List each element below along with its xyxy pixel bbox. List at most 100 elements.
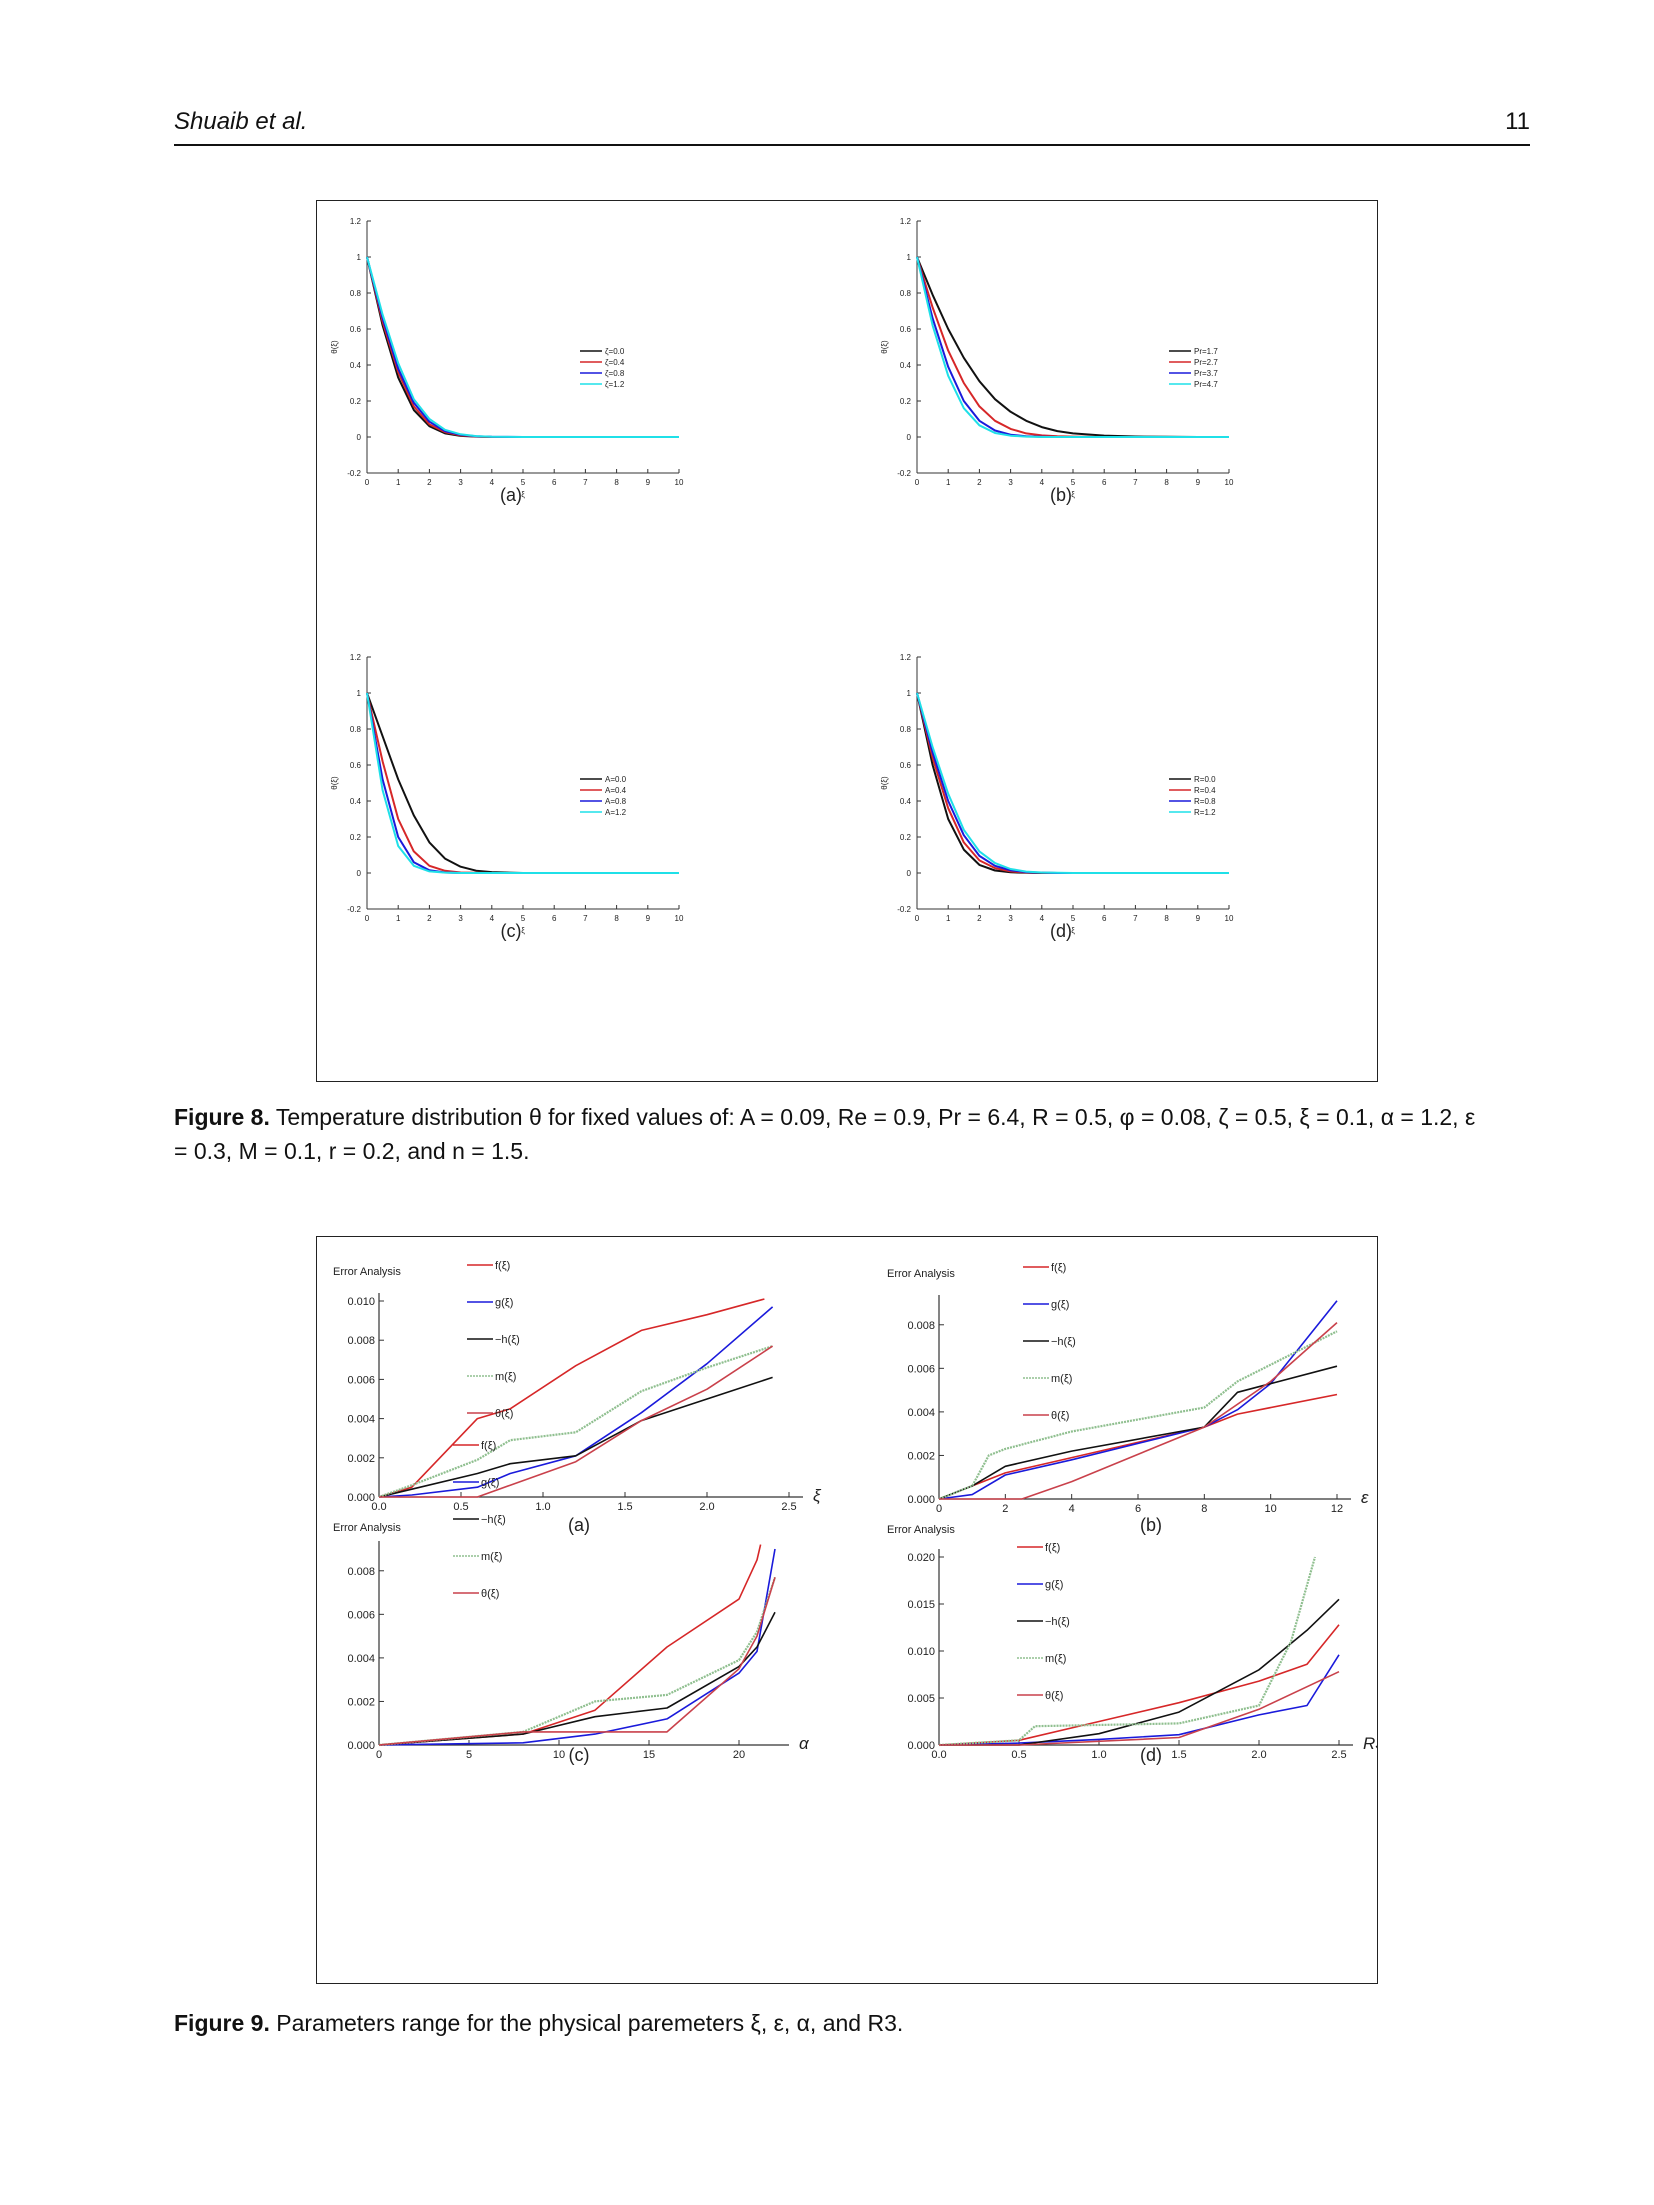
- page-header: Shuaib et al. 11: [174, 106, 1530, 146]
- series-line: [916, 692, 1229, 874]
- x-tick-label: 8: [1201, 1503, 1207, 1515]
- y-tick-label: 0.006: [347, 1374, 375, 1386]
- panel-label: (d): [1050, 921, 1072, 941]
- x-axis-label: R3: [1363, 1734, 1377, 1753]
- x-tick-label: 7: [583, 478, 588, 487]
- series-line: [938, 1300, 1338, 1500]
- x-tick-label: 4: [1040, 914, 1045, 923]
- y-tick-label: 0.004: [347, 1653, 375, 1665]
- legend-entry: ζ=0.4: [605, 358, 625, 367]
- y-tick-label: 0.002: [347, 1453, 375, 1465]
- y-tick-label: 1.2: [900, 217, 912, 226]
- panel-label: (c): [501, 921, 522, 941]
- y-tick-label: 0.6: [900, 761, 912, 770]
- y-tick-label: 0.000: [347, 1492, 375, 1504]
- legend-entry: Pr=1.7: [1194, 347, 1218, 356]
- y-tick-label: 0: [907, 433, 912, 442]
- legend-entry: A=1.2: [605, 808, 627, 817]
- legend-entry: ζ=1.2: [605, 380, 625, 389]
- x-tick-label: 1.0: [1091, 1749, 1106, 1761]
- y-tick-label: 0.2: [900, 397, 912, 406]
- series-line: [378, 1576, 777, 1747]
- legend-entry: f(ξ): [495, 1260, 510, 1272]
- legend-entry: −h(ξ): [481, 1514, 506, 1526]
- series-line: [916, 256, 1229, 438]
- x-tick-label: 10: [1225, 914, 1234, 923]
- y-tick-label: 1: [357, 253, 362, 262]
- legend-entry: θ(ξ): [1045, 1690, 1063, 1702]
- x-tick-label: 7: [1133, 478, 1138, 487]
- legend-entry: ζ=0.0: [605, 347, 625, 356]
- y-axis-title: Error Analysis: [333, 1522, 401, 1534]
- legend-entry: −h(ξ): [495, 1334, 520, 1346]
- y-tick-label: 0.2: [350, 397, 362, 406]
- x-axis-label: α: [799, 1734, 810, 1753]
- x-tick-label: 6: [1135, 1503, 1141, 1515]
- x-tick-label: 4: [490, 478, 495, 487]
- legend-entry: g(ξ): [495, 1297, 513, 1309]
- x-tick-label: 2: [1002, 1503, 1008, 1515]
- panel-label: (c): [569, 1745, 590, 1765]
- series-line: [916, 256, 1229, 438]
- fig9-chart-3: 0.000 0.005 0.010 0.015 0.020 0.0 0.5 1.0 1.5 2.0…: [887, 1524, 1385, 1765]
- running-author: Shuaib et al.: [174, 108, 308, 135]
- legend-entry: m(ξ): [481, 1551, 502, 1563]
- x-tick-label: 8: [614, 478, 619, 487]
- y-tick-label: 1.2: [350, 653, 362, 662]
- legend-entry: A=0.8: [605, 797, 627, 806]
- legend-entry: R=0.4: [1194, 786, 1216, 795]
- y-tick-label: 0.004: [347, 1414, 375, 1426]
- series-line: [938, 1330, 1338, 1501]
- figure-8-caption: Figure 8. Temperature distribution θ for…: [174, 1100, 1484, 1168]
- series-line: [916, 692, 1229, 874]
- fig8-chart-0: -0.2 0 0.2 0.4 0.6 0.8 1 1.2 0 1 2 3 4 5 6 7 8 9 10 ξ θ(ξ) ζ=…: [330, 217, 684, 505]
- x-tick-label: 10: [553, 1749, 565, 1761]
- y-tick-label: 0.4: [350, 361, 362, 370]
- y-tick-label: 1: [357, 689, 362, 698]
- y-tick-label: 0.006: [907, 1363, 935, 1375]
- x-tick-label: 3: [1008, 914, 1013, 923]
- x-tick-label: 4: [1040, 478, 1045, 487]
- x-axis-label: ε: [1361, 1488, 1369, 1507]
- figure-8: -0.2 0 0.2 0.4 0.6 0.8 1 1.2 0 1 2 3 4 5 6 7 8 9 10 ξ θ(ξ) ζ=…: [316, 200, 1378, 1082]
- x-tick-label: 20: [733, 1749, 745, 1761]
- y-tick-label: 0.020: [907, 1552, 935, 1564]
- x-tick-label: 12: [1331, 1503, 1343, 1515]
- x-tick-label: 0.5: [453, 1501, 468, 1513]
- series-line: [366, 256, 679, 438]
- x-tick-label: 2: [427, 914, 432, 923]
- y-tick-label: 0.005: [907, 1693, 935, 1705]
- x-tick-label: 2.5: [1331, 1749, 1346, 1761]
- x-tick-label: 2.5: [781, 1501, 796, 1513]
- series-line: [378, 1548, 776, 1746]
- y-tick-label: 0.004: [907, 1407, 935, 1419]
- x-tick-label: 8: [1164, 478, 1169, 487]
- x-axis-label: ξ: [521, 490, 525, 499]
- x-tick-label: 10: [1265, 1503, 1277, 1515]
- x-tick-label: 2: [427, 478, 432, 487]
- y-tick-label: 0.010: [907, 1646, 935, 1658]
- fig8-chart-2: -0.2 0 0.2 0.4 0.6 0.8 1 1.2 0 1 2 3 4 5 6 7 8 9 10 ξ θ(ξ) A=…: [330, 653, 684, 941]
- y-axis-title: Error Analysis: [333, 1266, 401, 1278]
- figure-9: 0.000 0.002 0.004 0.006 0.008 0.010 0.0 0.5 1.0 1…: [316, 1236, 1385, 1984]
- x-tick-label: 10: [675, 478, 684, 487]
- y-tick-label: 0.000: [907, 1740, 935, 1752]
- series-line: [916, 692, 1229, 874]
- x-tick-label: 0.0: [371, 1501, 386, 1513]
- x-tick-label: 2.0: [699, 1501, 714, 1513]
- y-axis-label: θ(ξ): [330, 776, 339, 790]
- panel-label: (b): [1140, 1515, 1162, 1535]
- x-tick-label: 0: [376, 1749, 382, 1761]
- y-tick-label: 0.000: [907, 1494, 935, 1506]
- y-tick-label: 1: [907, 253, 912, 262]
- series-line: [378, 1306, 774, 1498]
- x-tick-label: 6: [1102, 478, 1107, 487]
- series-line: [939, 1670, 1340, 1746]
- legend-entry: θ(ξ): [495, 1408, 513, 1420]
- legend-entry: g(ξ): [1045, 1579, 1063, 1591]
- y-tick-label: 0.6: [900, 325, 912, 334]
- y-axis-title: Error Analysis: [887, 1268, 955, 1280]
- series-line: [938, 1654, 1340, 1746]
